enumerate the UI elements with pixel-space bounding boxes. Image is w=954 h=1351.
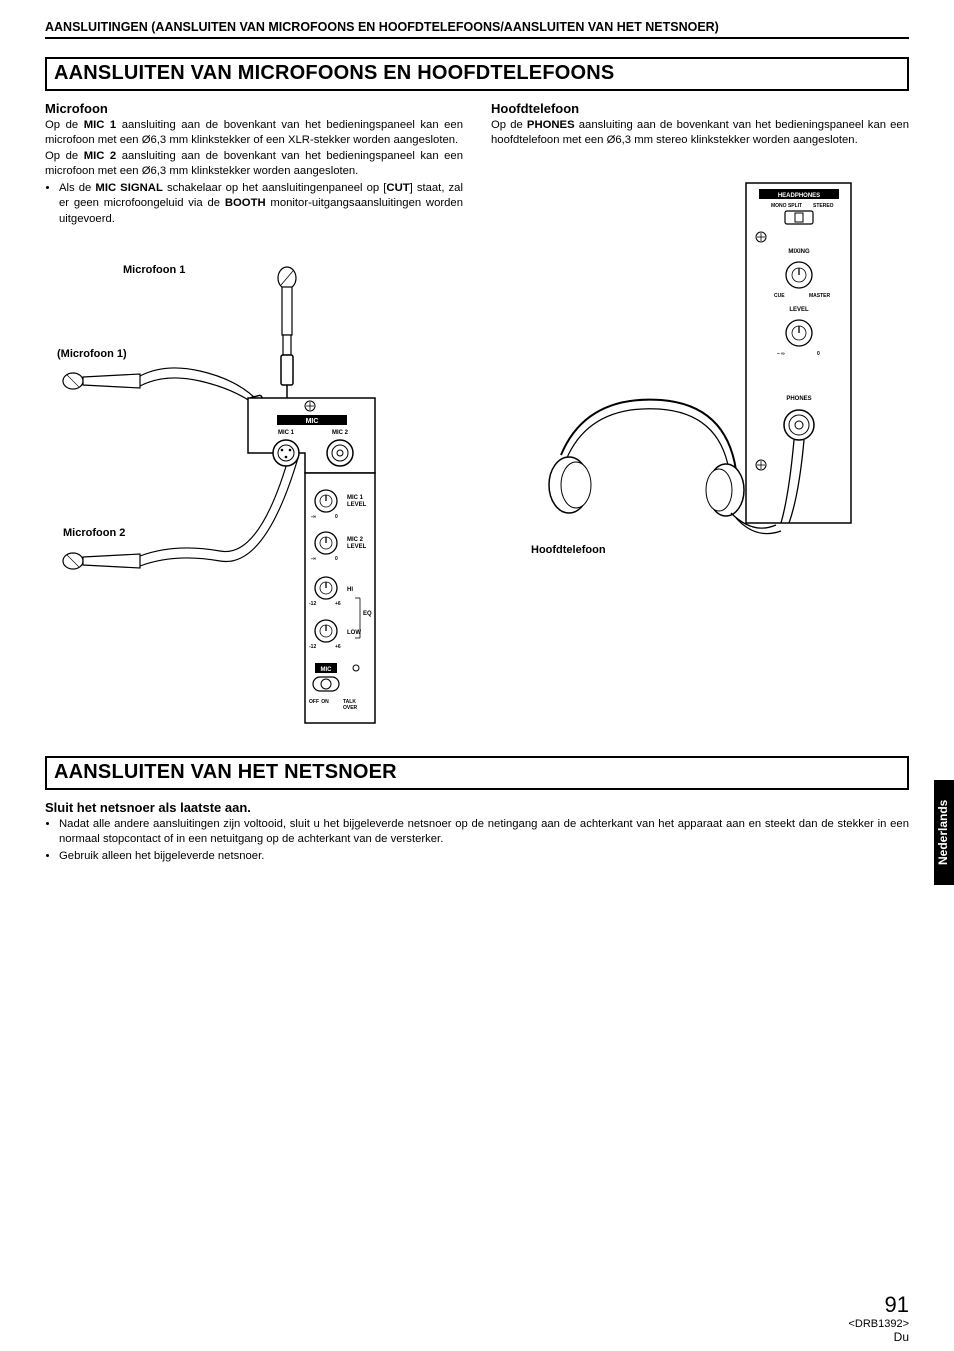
page-number: 91 [848, 1292, 909, 1318]
svg-text:+6: +6 [335, 644, 341, 650]
svg-text:OVER: OVER [343, 705, 358, 711]
svg-text:0: 0 [817, 351, 820, 357]
knob-low [315, 620, 337, 642]
lbl-EQ: EQ [363, 611, 372, 617]
mic-bullet-1: Als de MIC SIGNAL schakelaar op het aans… [59, 181, 463, 227]
lbl-MIXING: MIXING [788, 249, 810, 255]
svg-text:0: 0 [335, 556, 338, 562]
page-footer: 91 <DRB1392> Du [848, 1292, 909, 1344]
mic-p1: Op de MIC 1 aansluiting aan de bovenkant… [45, 118, 463, 149]
language-tab: Nederlands [934, 780, 954, 885]
knob-mic2-level [315, 532, 337, 554]
svg-text:-∞: -∞ [311, 556, 317, 562]
lbl-PHONES: PHONES [786, 396, 811, 402]
lbl-HI: HI [347, 587, 353, 593]
section2-title: AANSLUITEN VAN HET NETSNOER [54, 761, 900, 784]
label-hp: Hoofdtelefoon [531, 544, 606, 556]
page-header: AANSLUITINGEN (AANSLUITEN VAN MICROFOONS… [45, 20, 909, 39]
left-column: Microfoon Op de MIC 1 aansluiting aan de… [45, 101, 463, 738]
microfoon-head: Microfoon [45, 101, 463, 116]
lbl-MIC: MIC [306, 418, 319, 425]
mic-bullets: Als de MIC SIGNAL schakelaar op het aans… [59, 181, 463, 227]
sec2-b1: Nadat alle andere aansluitingen zijn vol… [59, 817, 909, 848]
lbl-OFF: OFF [309, 699, 319, 705]
lbl-CUE: CUE [774, 293, 785, 299]
hp-p1: Op de PHONES aansluiting aan de bovenkan… [491, 118, 909, 149]
lbl-MASTER: MASTER [809, 293, 831, 299]
sec2-head: Sluit het netsnoer als laatste aan. [45, 800, 909, 815]
mic1-drawing [278, 267, 296, 398]
label-mic1-paren: (Microfoon 1) [57, 348, 127, 360]
lbl-mic1l-a: MIC 1 [347, 495, 364, 501]
lbl-MIC2: MIC 2 [332, 430, 349, 436]
svg-text:MIC 2: MIC 2 [347, 537, 364, 543]
sec2-bullets: Nadat alle andere aansluitingen zijn vol… [59, 817, 909, 865]
svg-text:– ∞: – ∞ [777, 351, 785, 357]
mic-panel: MIC MIC 1 MIC 2 MIC 1 LEVEL [248, 398, 375, 723]
right-column: Hoofdtelefoon Op de PHONES aansluiting a… [491, 101, 909, 738]
lbl-LOW: LOW [347, 630, 361, 636]
lbl-mic1l-b: LEVEL [347, 502, 367, 508]
knob-hi [315, 577, 337, 599]
section1-title: AANSLUITEN VAN MICROFOONS EN HOOFDTELEFO… [54, 62, 900, 85]
lbl-MIC1: MIC 1 [278, 430, 295, 436]
lbl-MONO: MONO SPLIT [771, 203, 802, 209]
svg-text:-12: -12 [309, 601, 316, 607]
mic-p2: Op de MIC 2 aansluiting aan de bovenkant… [45, 149, 463, 180]
svg-text:+6: +6 [335, 601, 341, 607]
lbl-ON: ON [321, 699, 329, 705]
lbl-LEVEL: LEVEL [789, 307, 809, 313]
svg-text:-12: -12 [309, 644, 316, 650]
label-mic2: Microfoon 2 [63, 527, 125, 539]
lbl-zero1: 0 [335, 514, 338, 520]
doc-lang: Du [848, 1330, 909, 1344]
svg-text:MIC: MIC [321, 667, 333, 673]
lbl-ninf1: -∞ [311, 514, 317, 520]
lbl-HEADPHONES: HEADPHONES [778, 193, 820, 199]
section2-box: AANSLUITEN VAN HET NETSNOER [45, 756, 909, 790]
lbl-STEREO: STEREO [813, 203, 834, 209]
mic1-horiz [63, 368, 268, 425]
knob-mic1-level [315, 490, 337, 512]
mic2-horiz [63, 453, 298, 569]
doc-code: <DRB1392> [848, 1318, 909, 1330]
sec2-b2: Gebruik alleen het bijgeleverde netsnoer… [59, 849, 909, 864]
page-header-text: AANSLUITINGEN (AANSLUITEN VAN MICROFOONS… [45, 20, 909, 34]
label-mic1: Microfoon 1 [123, 264, 185, 276]
hp-diagram: HEADPHONES MONO SPLIT STEREO MIXING CUE … [491, 175, 909, 600]
hoofdtelefoon-head: Hoofdtelefoon [491, 101, 909, 116]
section1-box: AANSLUITEN VAN MICROFOONS EN HOOFDTELEFO… [45, 57, 909, 91]
svg-text:LEVEL: LEVEL [347, 544, 367, 550]
mic-diagram: Microfoon 1 (Microfoon 1) [45, 243, 463, 738]
